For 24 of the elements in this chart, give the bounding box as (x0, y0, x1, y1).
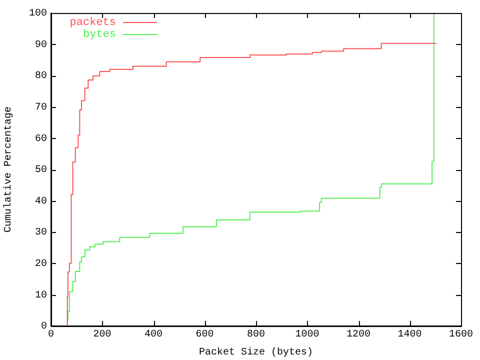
y-tick-label: 90 (34, 40, 47, 51)
y-tick-label: 40 (34, 196, 47, 208)
x-tick-label: 800 (246, 330, 266, 341)
y-tick-label: 0 (40, 322, 47, 333)
y-tick-label: 70 (34, 102, 47, 114)
y-tick-label: 50 (34, 165, 47, 176)
y-tick-label: 20 (34, 259, 47, 270)
y-tick-label: 80 (34, 71, 47, 82)
x-tick-label: 0 (48, 330, 54, 341)
legend-label: bytes (82, 28, 116, 41)
x-tick-label: 600 (196, 330, 214, 341)
x-tick-label: 1400 (398, 330, 422, 341)
y-tick-label: 30 (34, 228, 47, 239)
x-tick-label: 400 (144, 330, 163, 341)
x-axis-title: Packet Size (bytes) (198, 346, 314, 359)
x-tick-label: 200 (93, 330, 112, 341)
x-tick-label: 1600 (448, 330, 474, 341)
x-tick-label: 1200 (346, 330, 371, 341)
y-axis-title: Cumulative Percentage (2, 106, 15, 233)
x-tick-label: 1000 (295, 330, 320, 341)
y-tick-label: 60 (34, 134, 47, 145)
y-tick-label: 10 (34, 290, 47, 302)
legend-label: packets (70, 16, 116, 29)
y-tick-label: 100 (28, 8, 47, 20)
